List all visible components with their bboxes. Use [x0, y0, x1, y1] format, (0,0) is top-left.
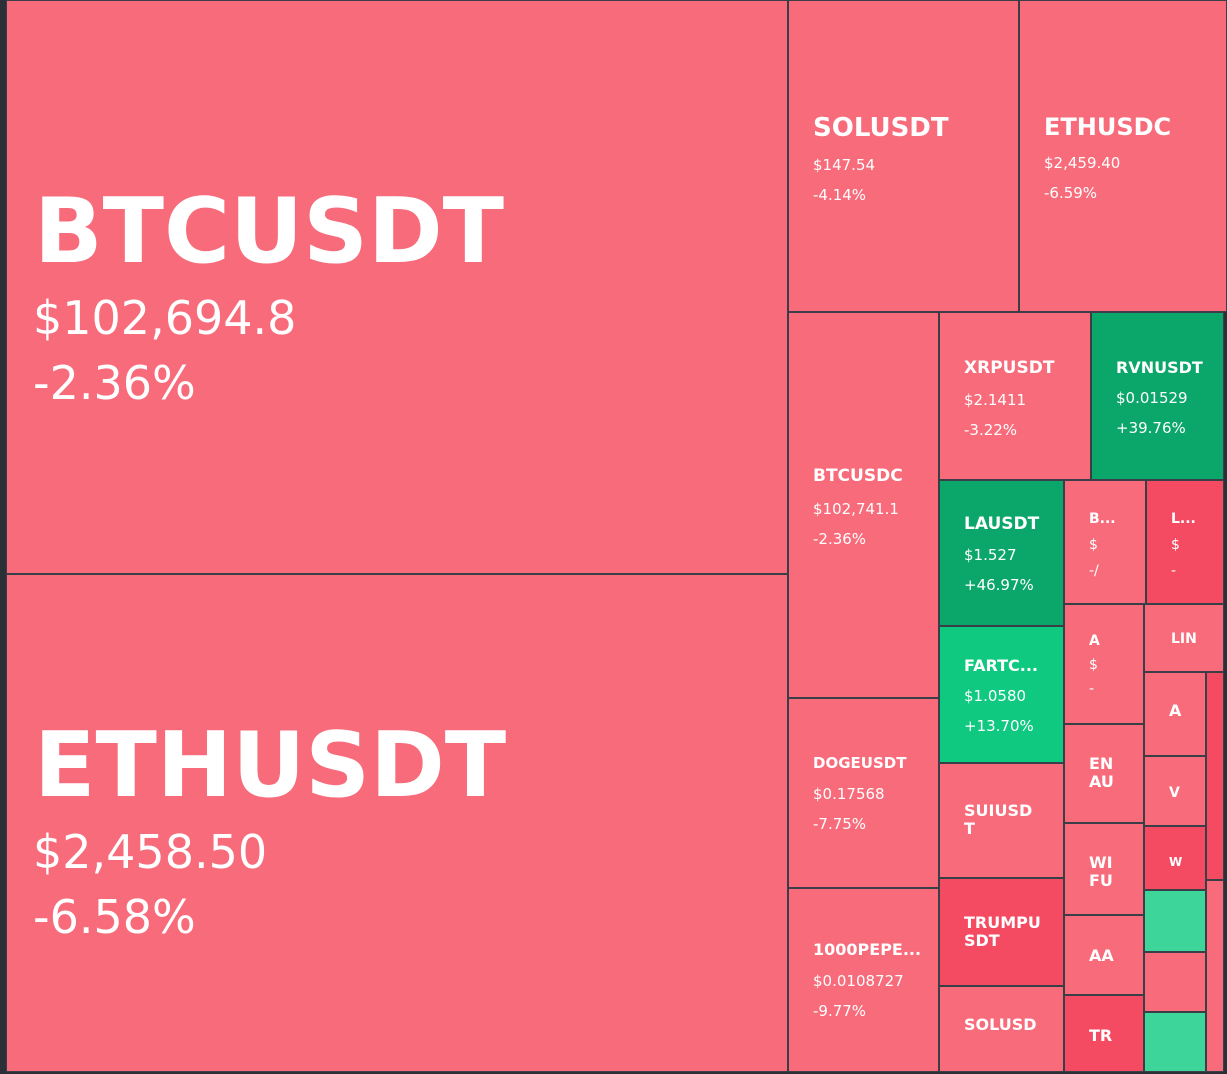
tile-symbol: EN AU	[1089, 754, 1114, 791]
tile-symbol: TR	[1089, 1026, 1113, 1045]
tile-solusdt[interactable]: SOLUSDT $147.54 -4.14%	[788, 0, 1019, 312]
tile-price: $2.1411	[964, 391, 1027, 409]
tile-symbol: W	[1169, 855, 1183, 869]
tile-btcusdt[interactable]: BTCUSDT $102,694.8 -2.36%	[6, 0, 788, 574]
tile-aa[interactable]: AA	[1064, 915, 1144, 995]
tile-price: $1.527	[964, 546, 1017, 564]
tile-price: $2,458.50	[33, 825, 268, 879]
tile-symbol: 1000PEPE...	[813, 940, 922, 959]
tile-symbol: B...	[1089, 511, 1116, 527]
tile-price: $102,741.1	[813, 500, 899, 518]
tile-symbol: WI FU	[1089, 853, 1113, 890]
tile-price: $0.01529	[1116, 389, 1188, 407]
tile-w[interactable]: W	[1144, 826, 1206, 890]
tile-change: -	[1089, 681, 1095, 697]
tile-symbol: V	[1169, 785, 1180, 801]
tile-change: +46.97%	[964, 576, 1034, 594]
tile-symbol: L...	[1171, 511, 1196, 527]
tile-change: +39.76%	[1116, 419, 1186, 437]
tile-symbol: SUIUSD T	[964, 801, 1033, 838]
tile-symbol: BTCUSDC	[813, 466, 903, 486]
tile-symbol: SOLUSDT	[813, 113, 949, 143]
tile-change: +13.70%	[964, 717, 1034, 735]
tile-symbol: DOGEUSDT	[813, 754, 907, 772]
tile-price: $	[1089, 657, 1098, 673]
tile-price: $0.17568	[813, 785, 885, 803]
tile-small-1[interactable]	[1144, 952, 1206, 1012]
tile-price: $0.0108727	[813, 972, 904, 990]
tile-symbol: FARTC...	[964, 656, 1038, 675]
tile-symbol: A	[1169, 701, 1182, 720]
tile-symbol: AA	[1089, 946, 1114, 965]
tile-price: $102,694.8	[33, 291, 297, 345]
tile-a2[interactable]: A	[1144, 672, 1206, 756]
tile-suiusdt[interactable]: SUIUSD T	[939, 763, 1064, 878]
tile-ethusdt[interactable]: ETHUSDT $2,458.50 -6.58%	[6, 574, 788, 1072]
tile-price: $1.0580	[964, 687, 1027, 705]
tile-symbol: A	[1089, 633, 1100, 649]
tile-price: $2,459.40	[1044, 154, 1121, 172]
tile-rvnusdt[interactable]: RVNUSDT $0.01529 +39.76%	[1091, 312, 1224, 480]
tile-change: -2.36%	[813, 530, 867, 548]
tile-b[interactable]: B... $ -/	[1064, 480, 1146, 604]
tile-lin[interactable]: LIN	[1144, 604, 1224, 672]
tile-wi[interactable]: WI FU	[1064, 823, 1144, 915]
tile-price: $	[1171, 537, 1180, 553]
tile-v[interactable]: V	[1144, 756, 1206, 826]
tile-symbol: ETHUSDC	[1044, 113, 1172, 141]
tile-symbol: SOLUSD	[964, 1015, 1037, 1034]
tile-change: -/	[1089, 563, 1099, 579]
tile-symbol: LAUSDT	[964, 514, 1040, 534]
tile-symbol: LIN	[1171, 631, 1197, 647]
tile-btcusdc[interactable]: BTCUSDC $102,741.1 -2.36%	[788, 312, 939, 698]
tile-dogeusdt[interactable]: DOGEUSDT $0.17568 -7.75%	[788, 698, 939, 888]
tile-fartc[interactable]: FARTC... $1.0580 +13.70%	[939, 626, 1064, 763]
tile-change: -6.59%	[1044, 184, 1098, 202]
tile-symbol: RVNUSDT	[1116, 358, 1203, 377]
tile-tr[interactable]: TR	[1064, 995, 1144, 1072]
tile-symbol: TRUMPU SDT	[964, 913, 1041, 950]
tile-l[interactable]: L... $ -	[1146, 480, 1224, 604]
tile-change: -2.36%	[33, 356, 196, 410]
tile-price: $	[1089, 537, 1098, 553]
tile-a[interactable]: A $ -	[1064, 604, 1144, 724]
tile-change: -4.14%	[813, 186, 867, 204]
tile-1000pepe[interactable]: 1000PEPE... $0.0108727 -9.77%	[788, 888, 939, 1072]
tile-change: -6.58%	[33, 890, 196, 944]
tile-edge-1[interactable]	[1206, 672, 1224, 880]
tile-price: $147.54	[813, 156, 876, 174]
tile-xrpusdt[interactable]: XRPUSDT $2.1411 -3.22%	[939, 312, 1091, 480]
tile-ethusdc[interactable]: ETHUSDC $2,459.40 -6.59%	[1019, 0, 1227, 312]
tile-green-2[interactable]	[1144, 1012, 1206, 1072]
tile-en[interactable]: EN AU	[1064, 724, 1144, 823]
tile-edge-2[interactable]	[1206, 880, 1224, 1072]
tile-green-1[interactable]	[1144, 890, 1206, 952]
tile-change: -9.77%	[813, 1002, 867, 1020]
tile-lausdt[interactable]: LAUSDT $1.527 +46.97%	[939, 480, 1064, 626]
tile-change: -3.22%	[964, 421, 1018, 439]
tile-solusdc[interactable]: SOLUSD	[939, 986, 1064, 1072]
tile-change: -7.75%	[813, 815, 867, 833]
tile-change: -	[1171, 563, 1177, 579]
tile-symbol: XRPUSDT	[964, 358, 1055, 378]
tile-trumpusdt[interactable]: TRUMPU SDT	[939, 878, 1064, 986]
tile-symbol: BTCUSDT	[34, 179, 505, 284]
tile-symbol: ETHUSDT	[34, 713, 507, 818]
